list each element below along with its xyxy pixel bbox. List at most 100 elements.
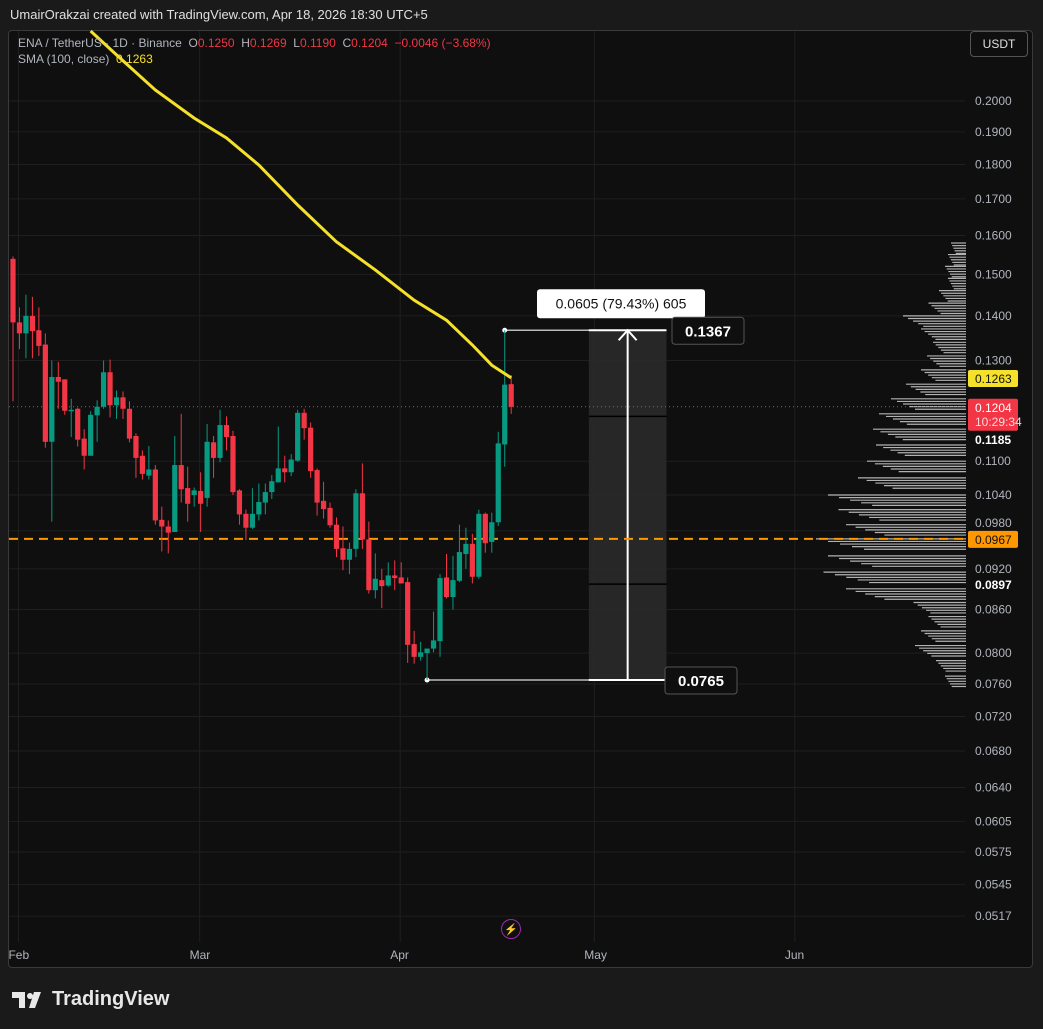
measure-summary-box bbox=[537, 289, 705, 319]
candle bbox=[210, 435, 217, 478]
candle-body bbox=[456, 552, 463, 581]
low-value: 0.1190 bbox=[299, 36, 336, 50]
candle-body bbox=[508, 384, 514, 407]
candle-body bbox=[366, 539, 372, 591]
candle-body bbox=[223, 425, 230, 438]
candle bbox=[62, 379, 68, 415]
candle bbox=[217, 409, 223, 463]
price-tick-label: 0.0640 bbox=[975, 781, 1012, 795]
candle bbox=[94, 400, 100, 442]
candle bbox=[398, 562, 404, 584]
candle bbox=[36, 307, 42, 356]
candle bbox=[159, 506, 165, 552]
candle bbox=[172, 435, 178, 533]
candle-body bbox=[249, 513, 255, 528]
candle bbox=[320, 481, 327, 519]
candle bbox=[204, 424, 210, 507]
change-value: −0.0046 (−3.68%) bbox=[394, 36, 491, 50]
time-tick-label: Mar bbox=[190, 948, 211, 962]
candle-body bbox=[159, 519, 165, 527]
footer-brand[interactable]: TradingView bbox=[12, 988, 169, 1011]
symbol-name[interactable]: ENA / TetherUS · 1D · Binance bbox=[18, 36, 182, 50]
candle bbox=[275, 426, 281, 483]
price-tick-label: 0.0517 bbox=[975, 909, 1012, 923]
horizontal-lines bbox=[9, 406, 966, 540]
candle-body bbox=[23, 315, 29, 334]
candle bbox=[107, 359, 113, 418]
candle bbox=[314, 468, 320, 516]
time-tick-label: May bbox=[584, 948, 607, 962]
candle-body bbox=[489, 522, 495, 542]
candle-body bbox=[68, 409, 74, 412]
candle bbox=[489, 512, 495, 553]
candle-body bbox=[178, 465, 184, 490]
candle-body bbox=[120, 397, 126, 409]
candle bbox=[223, 416, 230, 451]
candle bbox=[418, 641, 424, 661]
candle bbox=[152, 465, 158, 525]
lightning-bolt-icon[interactable]: ⚡ bbox=[501, 919, 521, 939]
candle bbox=[295, 409, 301, 462]
candle-body bbox=[36, 330, 42, 346]
candle-body bbox=[437, 578, 443, 642]
price-tick-label: 0.0545 bbox=[975, 877, 1012, 891]
candle bbox=[146, 446, 152, 480]
candle-body bbox=[81, 438, 87, 456]
sma-label[interactable]: SMA (100, close) bbox=[18, 52, 110, 66]
candle bbox=[16, 307, 23, 350]
candle-body bbox=[262, 492, 268, 503]
candle-body bbox=[398, 577, 404, 584]
candle-body bbox=[476, 513, 482, 577]
candle-body bbox=[217, 425, 223, 458]
time-tick-label: Apr bbox=[390, 948, 409, 962]
candle-body bbox=[295, 412, 301, 461]
price-tick-label: 0.1700 bbox=[975, 192, 1012, 206]
price-tick-label: 0.0860 bbox=[975, 602, 1012, 616]
candle-body bbox=[230, 435, 236, 493]
currency-button[interactable]: USDT bbox=[970, 31, 1028, 57]
candle-body bbox=[75, 408, 81, 440]
high-label: H bbox=[241, 36, 250, 50]
candle bbox=[185, 466, 191, 522]
candle-body bbox=[133, 435, 139, 458]
candle bbox=[456, 524, 463, 583]
candle bbox=[502, 330, 508, 467]
candle-body bbox=[165, 526, 171, 533]
candle-body bbox=[327, 507, 333, 526]
candle bbox=[236, 489, 243, 525]
candle bbox=[353, 489, 359, 558]
candle-body bbox=[333, 524, 340, 549]
candle-body bbox=[152, 469, 158, 521]
candle-body bbox=[126, 408, 133, 439]
candle bbox=[49, 360, 55, 522]
chart-pane[interactable] bbox=[8, 30, 1033, 968]
price-tick-label: 0.0800 bbox=[975, 646, 1012, 660]
time-tick-label: Feb bbox=[8, 948, 29, 962]
candle-body bbox=[269, 481, 275, 493]
candle bbox=[165, 520, 171, 554]
candle bbox=[23, 294, 29, 359]
time-axis: Feb Mar Apr May Jun bbox=[8, 948, 804, 962]
candle-body bbox=[385, 575, 391, 586]
candle bbox=[88, 411, 94, 456]
candle-body bbox=[450, 580, 456, 598]
price-tick-label: 0.1500 bbox=[975, 267, 1012, 281]
close-label: C bbox=[342, 36, 352, 50]
candle bbox=[243, 509, 249, 541]
candle bbox=[359, 463, 365, 549]
candle bbox=[327, 502, 333, 528]
candle bbox=[139, 450, 145, 480]
price-tick-label: 0.1040 bbox=[975, 488, 1012, 502]
low-label: L bbox=[293, 36, 300, 50]
horizontal-line-badge: 0.0967 bbox=[975, 533, 1012, 547]
candle-body bbox=[340, 548, 346, 560]
candle bbox=[42, 333, 48, 448]
candle-body bbox=[288, 459, 294, 473]
candle bbox=[333, 517, 340, 558]
candle-body bbox=[411, 644, 417, 657]
candle-body bbox=[42, 344, 48, 442]
candle-body bbox=[495, 443, 501, 523]
sma-value: 0.1263 bbox=[116, 52, 153, 66]
candle-body bbox=[502, 384, 508, 445]
